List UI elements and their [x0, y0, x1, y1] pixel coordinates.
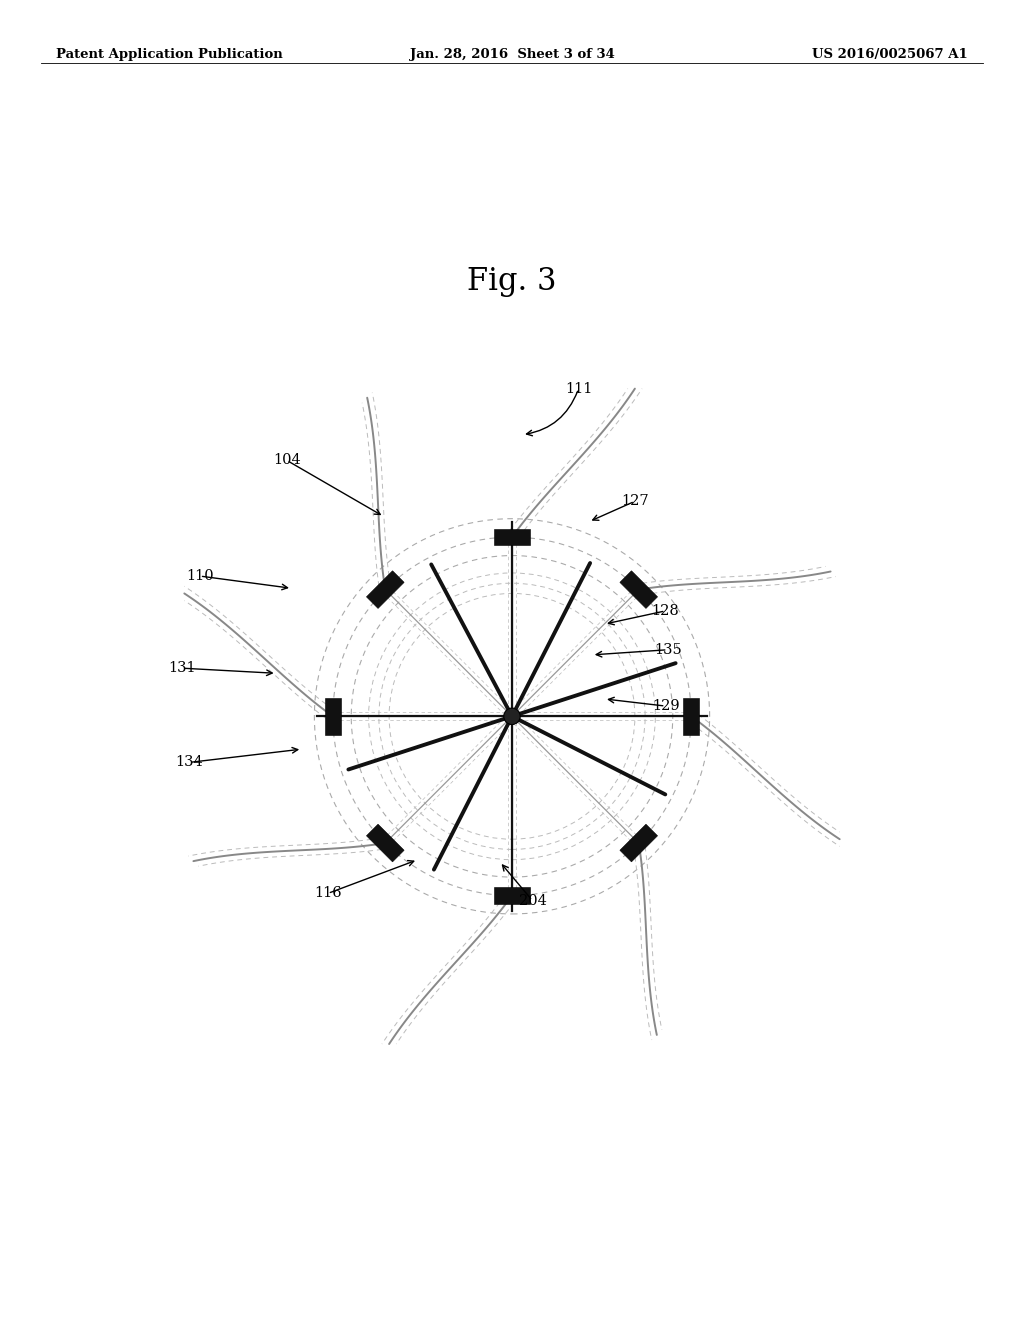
Polygon shape	[494, 529, 530, 545]
Text: Patent Application Publication: Patent Application Publication	[56, 48, 283, 61]
Text: US 2016/0025067 A1: US 2016/0025067 A1	[812, 48, 968, 61]
Polygon shape	[683, 698, 699, 735]
Polygon shape	[494, 887, 530, 904]
Text: Fig. 3: Fig. 3	[467, 265, 557, 297]
Polygon shape	[620, 824, 657, 862]
Text: 134: 134	[175, 755, 204, 770]
Text: 135: 135	[653, 643, 682, 657]
Text: 116: 116	[314, 887, 341, 900]
Text: 127: 127	[622, 494, 648, 508]
Text: 204: 204	[518, 894, 547, 908]
Text: 129: 129	[652, 700, 679, 713]
Polygon shape	[620, 570, 657, 609]
Polygon shape	[367, 824, 404, 862]
Text: 128: 128	[651, 603, 680, 618]
Polygon shape	[367, 570, 404, 609]
Polygon shape	[325, 698, 341, 735]
Text: 110: 110	[186, 569, 213, 583]
Text: 111: 111	[565, 381, 592, 396]
Text: Jan. 28, 2016  Sheet 3 of 34: Jan. 28, 2016 Sheet 3 of 34	[410, 48, 614, 61]
Text: 104: 104	[272, 453, 301, 467]
Text: 131: 131	[169, 661, 196, 676]
Circle shape	[504, 708, 520, 725]
